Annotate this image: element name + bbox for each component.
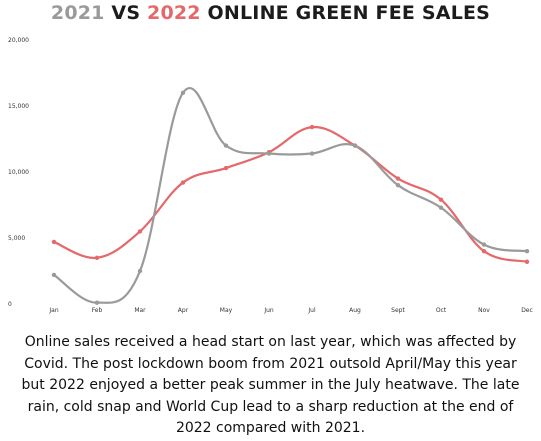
title-rest: ONLINE GREEN FEE SALES [200,2,491,24]
y-tick-label: 20,000 [8,37,29,44]
data-point-2022 [438,197,444,202]
data-point-2021 [94,300,100,305]
data-point-2022 [309,124,315,130]
title-vs: VS [104,2,148,24]
data-point-2021 [180,90,186,95]
x-axis-ticks: Jan Feb Mar Apr May Jun Jul Aug Sept Oct Nov Dec [48,307,532,314]
x-tick-label: Mar [134,307,146,314]
chart-caption: Online sales received a head start on la… [21,334,520,436]
y-tick-label: 0 [8,301,12,308]
x-tick-label: Jul [307,307,316,314]
x-tick-label: Jan [48,307,58,314]
x-tick-label: Aug [349,307,361,314]
data-point-2022 [51,239,57,245]
data-point-2022 [481,249,487,254]
data-point-2022 [395,176,401,181]
x-tick-label: Sept [391,307,405,314]
data-point-2021 [524,249,530,254]
data-point-2022 [94,255,100,260]
x-tick-label: Apr [178,307,189,314]
x-tick-label: Jun [263,307,274,314]
data-point-2021 [481,242,487,247]
y-tick-label: 15,000 [8,103,29,110]
data-point-2021 [309,151,315,156]
x-tick-label: Oct [436,307,447,314]
data-point-2021 [438,205,444,210]
data-point-2021 [223,143,229,148]
data-point-2021 [51,272,57,278]
data-point-2022 [524,259,530,264]
y-tick-label: 10,000 [8,169,29,176]
title-year-2022: 2022 [147,2,201,24]
y-tick-label: 5,000 [8,235,25,242]
data-point-2022 [137,229,143,234]
data-point-2022 [180,180,186,185]
series-points [51,90,530,305]
x-tick-label: Feb [92,307,103,314]
x-tick-label: May [220,307,233,314]
series-line-2022 [53,126,528,263]
series-line-2021 [53,87,528,304]
data-point-2021 [395,183,401,188]
y-axis-ticks: 0 5,000 10,000 15,000 20,000 [8,37,29,308]
line-chart: 0 5,000 10,000 15,000 20,000 Jan Feb Mar Apr May… [8,37,533,314]
data-point-2021 [137,268,143,274]
data-point-2021 [352,143,358,148]
title-year-2021: 2021 [50,2,105,24]
series-lines [53,87,528,304]
x-tick-label: Nov [478,307,490,314]
chart-title: 2021 VS 2022 ONLINE GREEN FEE SALES [0,2,541,24]
data-point-2022 [223,165,229,171]
x-tick-label: Dec [521,307,533,314]
data-point-2021 [266,151,272,156]
